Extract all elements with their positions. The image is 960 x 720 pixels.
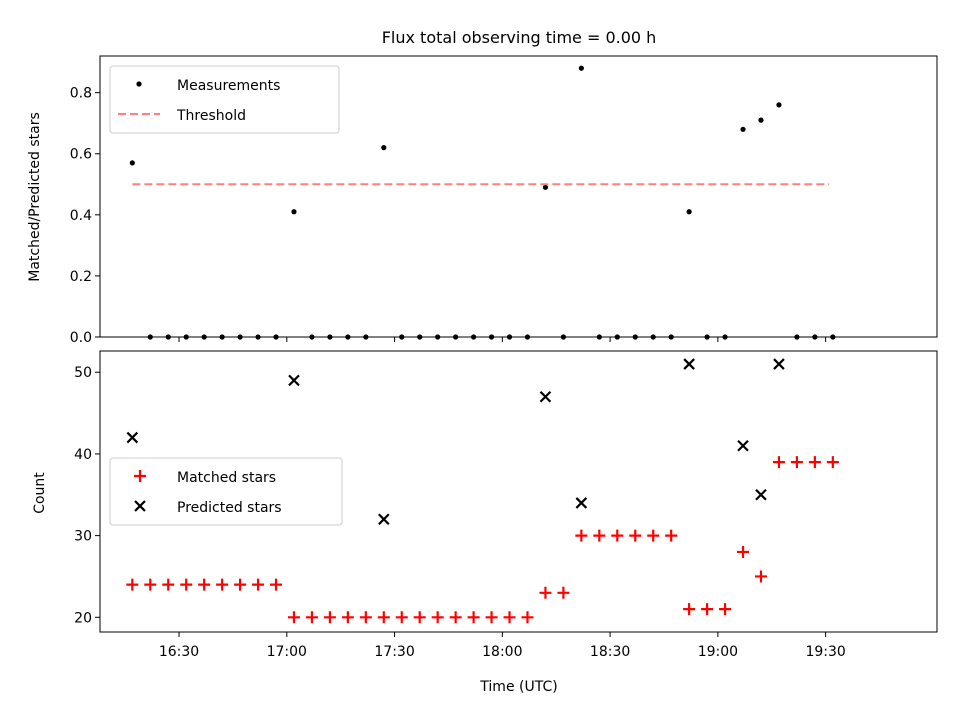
matched-star-point: [323, 611, 336, 624]
matched-star-point: [808, 456, 821, 469]
matched-star-point: [719, 603, 732, 616]
x-tick-label: 16:30: [159, 644, 199, 660]
legend-count: Matched stars Predicted stars: [109, 457, 343, 526]
matched-star-point: [180, 578, 193, 591]
matched-star-point: [701, 603, 714, 616]
y-axis-label-ratio: Matched/Predicted stars: [27, 112, 43, 282]
matched-star-point: [377, 611, 390, 624]
matched-star-point: [593, 529, 606, 542]
matched-star-point: [611, 529, 624, 542]
ratio-panel: Flux total observing time = 0.00 h Match…: [27, 28, 938, 346]
matched-star-point: [575, 529, 588, 542]
axes-frame-count: [99, 350, 938, 633]
legend-label-threshold: Threshold: [176, 108, 246, 124]
x-tick-label: 17:30: [374, 644, 414, 660]
predicted-star-point: [773, 358, 785, 370]
predicted-star-point: [737, 439, 749, 452]
chart-title: Flux total observing time = 0.00 h: [382, 28, 657, 47]
matched-star-point: [395, 611, 408, 624]
matched-star-point: [359, 611, 372, 624]
matched-star-point: [826, 456, 839, 469]
predicted-star-point: [683, 358, 695, 370]
measurement-point: [758, 117, 764, 123]
matched-star-point: [431, 611, 444, 624]
matched-star-point: [683, 603, 696, 616]
matched-star-point: [270, 578, 283, 591]
measurement-point: [578, 65, 584, 71]
matched-star-point: [467, 611, 480, 624]
measurement-point: [291, 209, 297, 215]
predicted-star-point: [755, 488, 767, 501]
y-tick-label: 30: [74, 529, 92, 545]
plot-area-count: [126, 358, 839, 624]
legend-ratio: Measurements Threshold: [109, 65, 340, 134]
x-ticks-count: 16:30 17:00 17:30 18:00 18:30 19:00 19:30: [159, 632, 846, 660]
y-tick-label: 50: [74, 365, 92, 381]
y-axis-label-count: Count: [32, 472, 48, 514]
y-tick-label: 40: [74, 447, 92, 463]
predicted-star-point: [126, 431, 139, 444]
y-ticks-count: 20 30 40 50: [74, 365, 100, 626]
matched-star-point: [737, 545, 750, 558]
count-panel: Count Time (UTC) 20 30 40 50 16:30 17:00 17:3…: [32, 350, 938, 695]
y-tick-label: 20: [74, 610, 92, 626]
x-axis-label: Time (UTC): [479, 679, 557, 695]
measurement-point: [129, 160, 135, 166]
matched-star-point: [647, 529, 660, 542]
measurement-point: [776, 102, 782, 108]
legend-box: [109, 65, 340, 134]
matched-star-point: [790, 456, 803, 469]
y-ticks-ratio: 0.0 0.2 0.4 0.6 0.8: [70, 86, 100, 346]
legend-plus-marker: [134, 470, 146, 482]
matched-star-point: [341, 611, 354, 624]
predicted-star-point: [539, 390, 552, 403]
x-tick-label: 19:00: [698, 644, 738, 660]
legend-label-measurements: Measurements: [177, 78, 280, 94]
predicted-star-point: [575, 497, 588, 509]
matched-star-point: [162, 578, 175, 591]
matched-star-point: [503, 611, 516, 624]
matched-star-point: [557, 586, 570, 599]
x-tick-label: 18:30: [590, 644, 630, 660]
matched-star-point: [305, 611, 318, 624]
y-tick-label: 0.0: [70, 330, 92, 346]
measurement-point: [740, 126, 746, 132]
matched-star-point: [126, 578, 139, 591]
predicted-star-point: [288, 374, 300, 387]
y-tick-label: 0.4: [70, 208, 92, 224]
matched-star-point: [252, 578, 265, 591]
matched-star-point: [629, 529, 642, 542]
matched-star-point: [198, 578, 211, 591]
axes-frame-ratio: [99, 55, 938, 338]
matched-star-point: [539, 586, 552, 599]
matched-star-point: [449, 611, 462, 624]
matched-star-point: [413, 611, 426, 624]
legend-dot-marker: [136, 81, 142, 87]
legend-label-matched: Matched stars: [177, 470, 276, 486]
matched-star-point: [216, 578, 229, 591]
legend-label-predicted: Predicted stars: [177, 500, 282, 516]
matched-star-point: [485, 611, 498, 624]
y-tick-label: 0.6: [70, 147, 92, 163]
predicted-star-point: [378, 513, 390, 526]
x-tick-label: 17:00: [267, 644, 307, 660]
matched-star-point: [754, 570, 767, 583]
measurement-point: [542, 184, 549, 190]
x-tick-label: 19:30: [805, 644, 845, 660]
y-tick-label: 0.8: [70, 86, 92, 102]
matched-star-point: [665, 529, 678, 542]
measurement-point: [381, 145, 387, 151]
matched-star-point: [772, 456, 785, 469]
matched-star-point: [234, 578, 247, 591]
legend-box: [109, 457, 343, 526]
x-ticks-ratio: [178, 337, 827, 342]
x-tick-label: 18:00: [482, 644, 522, 660]
matched-star-point: [287, 611, 300, 624]
matched-star-point: [521, 611, 534, 624]
legend-x-marker: [134, 500, 146, 512]
matched-star-point: [144, 578, 157, 591]
measurement-point: [686, 209, 692, 215]
y-tick-label: 0.2: [70, 269, 92, 285]
